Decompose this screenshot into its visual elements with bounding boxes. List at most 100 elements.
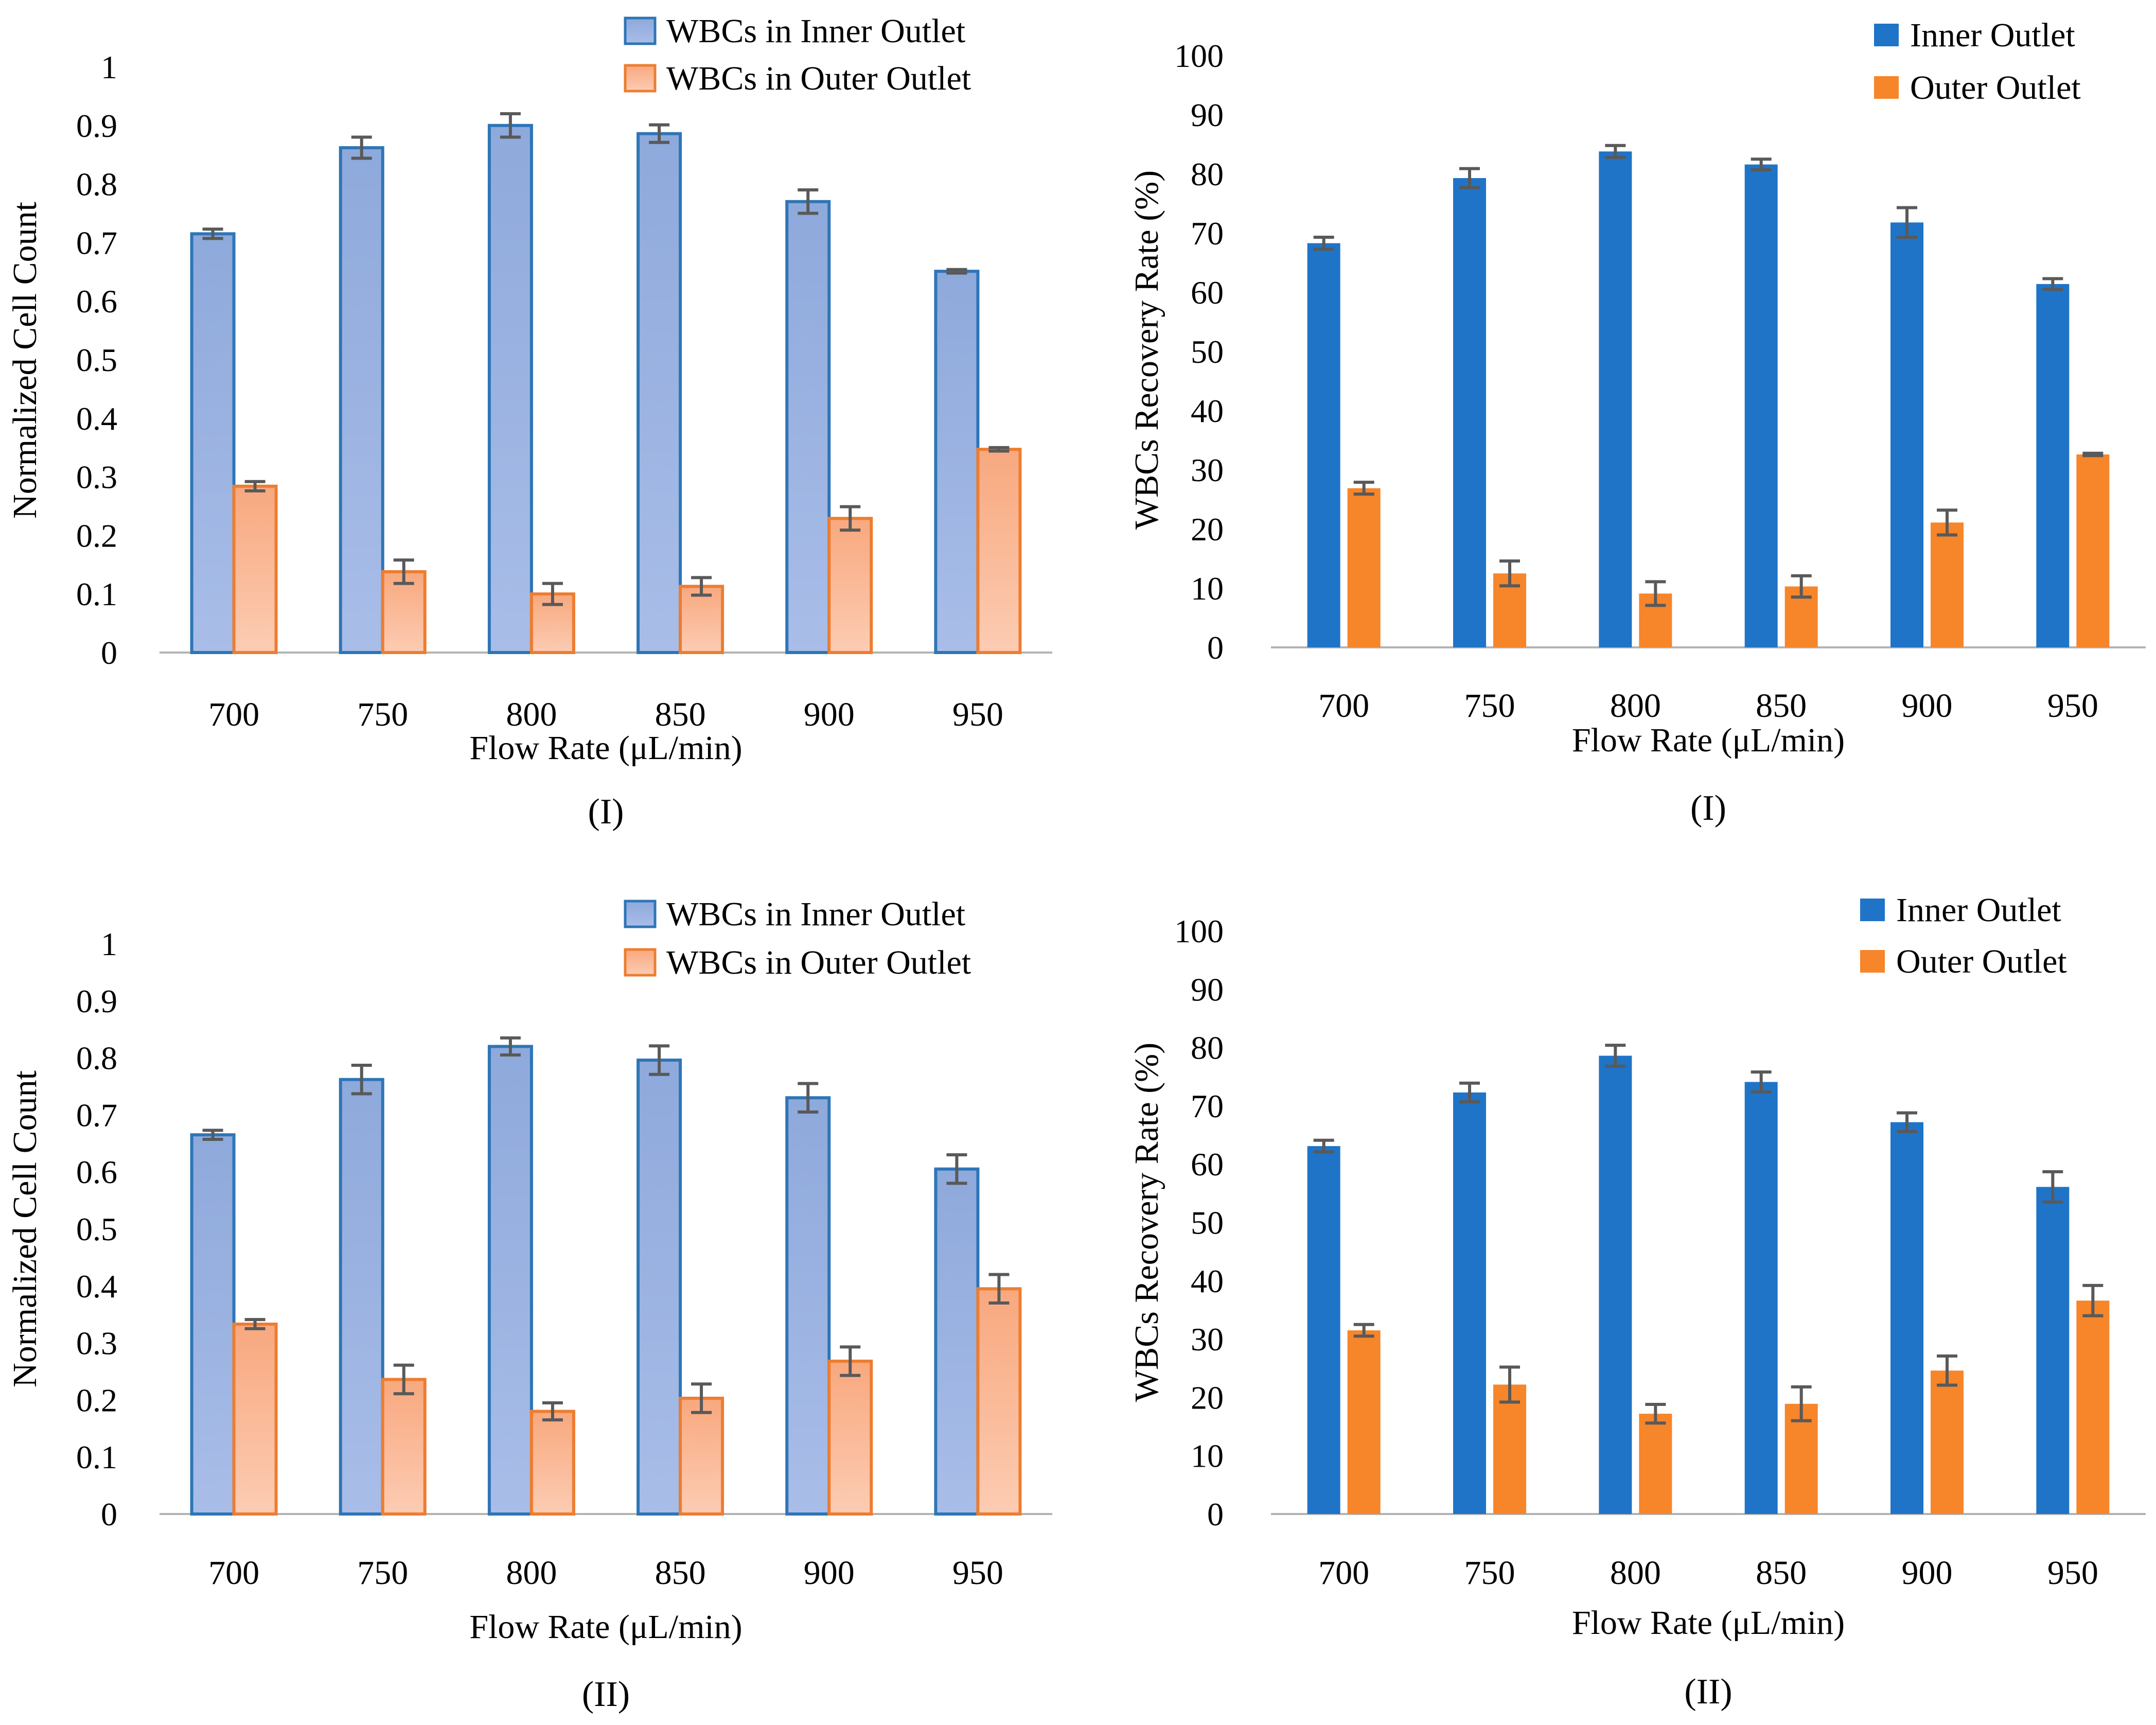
bar-inner xyxy=(1453,1092,1486,1514)
bar-inner xyxy=(339,146,384,654)
x-tick-label: 900 xyxy=(804,1554,855,1592)
error-bar xyxy=(840,1345,861,1377)
x-tick-label: 800 xyxy=(1610,687,1661,725)
y-tick-label: 0.7 xyxy=(76,1097,117,1133)
error-bar xyxy=(1499,1365,1520,1404)
y-axis-title: WBCs Recovery Rate (%) xyxy=(1128,170,1165,530)
x-tick-label: 700 xyxy=(208,1554,259,1592)
error-bar xyxy=(393,1363,414,1396)
legend-label-outer: WBCs in Outer Outlet xyxy=(666,944,971,981)
x-tick-label: 800 xyxy=(506,1554,557,1592)
x-tick-label: 950 xyxy=(2047,687,2098,725)
bar-inner xyxy=(190,232,236,654)
bar-inner xyxy=(339,1078,384,1516)
y-tick-label: 30 xyxy=(1191,1321,1224,1358)
panel-caption: (II) xyxy=(582,1675,630,1714)
error-bar xyxy=(798,1082,819,1114)
bar-outer xyxy=(529,1410,575,1516)
y-tick-label: 0.2 xyxy=(76,517,117,554)
bar-inner xyxy=(1744,164,1778,648)
y-tick-label: 0.5 xyxy=(76,1211,117,1247)
error-bar xyxy=(1791,574,1812,599)
x-axis-title: Flow Rate (μL/min) xyxy=(469,1608,742,1646)
y-tick-label: 0 xyxy=(1207,1496,1224,1533)
x-tick-label: 850 xyxy=(1756,1554,1807,1592)
error-bar xyxy=(649,123,670,144)
bar-inner xyxy=(785,1096,831,1516)
legend-swatch-outer xyxy=(624,64,657,93)
bar-outer xyxy=(1493,1384,1526,1514)
error-bar xyxy=(2082,1283,2104,1317)
y-tick-label: 1 xyxy=(101,926,117,962)
legend-swatch-outer xyxy=(624,948,657,977)
error-bar xyxy=(798,188,819,215)
bar-inner xyxy=(1890,222,1923,647)
panel-caption: (I) xyxy=(1690,788,1726,828)
legend-label-inner: WBCs in Inner Outlet xyxy=(666,12,965,50)
bar-outer xyxy=(232,484,278,654)
y-tick-label: 0.9 xyxy=(76,983,117,1019)
legend-swatch-inner xyxy=(1874,24,1899,46)
error-bar xyxy=(691,576,712,597)
bar-inner xyxy=(1453,178,1486,647)
chart-rec-I: 0 10 20 30 40 50 60 70 80 90 100 700 750 800 850 900 950… xyxy=(1128,16,2146,828)
error-bar xyxy=(649,1044,670,1076)
legend-label-inner: Inner Outlet xyxy=(1910,16,2075,54)
x-tick-label: 800 xyxy=(1610,1554,1661,1592)
error-bar xyxy=(1897,206,1917,239)
bar-outer xyxy=(1347,488,1381,647)
error-bar xyxy=(202,1129,223,1141)
error-bar xyxy=(1897,1111,1917,1133)
bar-outer xyxy=(679,585,724,654)
y-tick-label: 90 xyxy=(1191,97,1224,133)
chart-norm-II: 0 0.1 0.2 0.3 0.4 0.5 0.6 0.7 0.8 0.9 1 700 750 800 85… xyxy=(6,895,1052,1714)
error-bar xyxy=(2042,1170,2063,1204)
bar-outer xyxy=(976,1287,1022,1516)
bar-outer xyxy=(1931,522,1964,647)
y-tick-label: 50 xyxy=(1191,333,1224,370)
error-bar xyxy=(351,135,372,160)
bar-inner xyxy=(487,124,533,654)
x-tick-label: 700 xyxy=(208,696,259,733)
y-tick-label: 0.2 xyxy=(76,1382,117,1418)
x-tick-label: 800 xyxy=(506,696,557,733)
y-tick-label: 70 xyxy=(1191,215,1224,252)
bar-outer xyxy=(679,1397,724,1516)
bar-outer xyxy=(976,448,1022,654)
bar-inner xyxy=(934,270,980,654)
legend-label-inner: WBCs in Inner Outlet xyxy=(666,895,965,933)
y-tick-label: 60 xyxy=(1191,1146,1224,1183)
x-tick-label: 900 xyxy=(804,696,855,733)
error-bar xyxy=(691,1382,712,1414)
y-tick-label: 0.4 xyxy=(76,400,117,437)
legend-swatch-inner xyxy=(624,16,657,45)
error-bar xyxy=(1605,144,1626,159)
y-tick-label: 0.8 xyxy=(76,1040,117,1077)
error-bar xyxy=(244,480,266,492)
error-bar xyxy=(2042,277,2063,291)
y-tick-label: 20 xyxy=(1191,511,1224,548)
x-tick-label: 850 xyxy=(655,696,706,733)
y-tick-label: 80 xyxy=(1191,156,1224,192)
error-bar xyxy=(244,1318,266,1330)
error-bar xyxy=(1751,157,1772,171)
legend: Inner Outlet Outer Outlet xyxy=(1860,891,2067,980)
y-tick-label: 0.5 xyxy=(76,342,117,378)
error-bar xyxy=(393,558,414,585)
y-axis-title: Normalized Cell Count xyxy=(6,1070,44,1387)
bar-outer xyxy=(827,517,873,654)
error-bar xyxy=(988,446,1010,453)
bar-outer xyxy=(1931,1370,1964,1514)
x-tick-label: 850 xyxy=(655,1554,706,1592)
y-tick-label: 50 xyxy=(1191,1205,1224,1241)
x-tick-label: 900 xyxy=(1902,687,1953,725)
error-bar xyxy=(1645,580,1666,607)
y-tick-label: 0 xyxy=(101,1496,117,1533)
bar-inner xyxy=(785,200,831,654)
y-tick-label: 0.1 xyxy=(76,576,117,612)
legend-label-outer: Outer Outlet xyxy=(1910,69,2081,107)
y-tick-label: 90 xyxy=(1191,971,1224,1008)
bar-inner xyxy=(1890,1122,1923,1514)
bar-outer xyxy=(381,570,427,655)
x-tick-label: 750 xyxy=(357,696,408,733)
